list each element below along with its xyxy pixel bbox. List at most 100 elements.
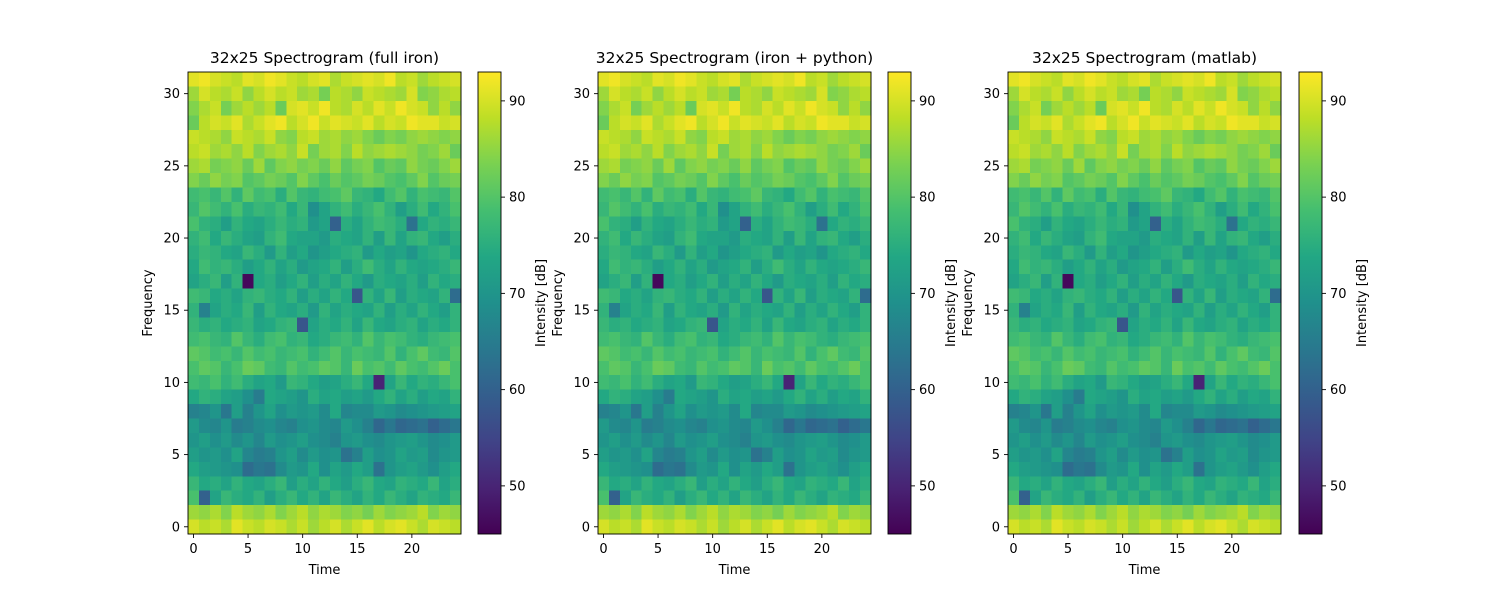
heatmap-cell — [652, 432, 664, 448]
heatmap-cell — [608, 129, 621, 145]
heatmap-cell — [849, 303, 861, 318]
heatmap-cell — [450, 418, 462, 434]
heatmap-cell — [1018, 288, 1031, 304]
heatmap-cell — [707, 173, 719, 188]
colorbar-tick-label: 60 — [509, 383, 526, 398]
heatmap-cell — [783, 404, 795, 419]
heatmap-cell — [598, 245, 610, 261]
heatmap-cell — [1106, 259, 1118, 275]
heatmap-cell — [641, 303, 653, 318]
heatmap-cell — [598, 129, 610, 145]
heatmap-cell — [696, 519, 708, 535]
heatmap-cell — [297, 259, 309, 275]
heatmap-cell — [685, 173, 697, 188]
heatmap-cell — [417, 187, 429, 203]
heatmap-cell — [816, 447, 828, 463]
heatmap-cell — [286, 461, 298, 477]
heatmap-cell — [739, 461, 752, 477]
heatmap-cell — [417, 389, 429, 405]
heatmap-cell — [1149, 418, 1162, 434]
heatmap-cell — [329, 129, 342, 145]
heatmap-cell — [264, 201, 276, 217]
heatmap-cell — [406, 288, 418, 304]
heatmap-cell — [1193, 245, 1205, 261]
heatmap-cell — [663, 187, 675, 203]
heatmap-cell — [384, 317, 396, 333]
heatmap-cell — [794, 115, 806, 131]
heatmap-cell — [1259, 245, 1271, 261]
heatmap-cell — [329, 230, 342, 246]
colorbar — [477, 71, 502, 535]
heatmap-cell — [450, 144, 462, 160]
x-tick-label: 5 — [244, 542, 252, 557]
heatmap-cell — [772, 144, 785, 160]
heatmap-cell — [696, 303, 708, 318]
heatmap-cell — [242, 288, 254, 304]
y-tick-label: 15 — [983, 304, 1000, 319]
heatmap-cell — [1106, 158, 1118, 174]
heatmap-cell — [619, 173, 632, 188]
heatmap-cell — [1259, 100, 1271, 116]
heatmap-cell — [641, 129, 653, 145]
heatmap-cell — [428, 432, 440, 448]
heatmap-cell — [761, 158, 774, 174]
heatmap-cell — [838, 129, 850, 145]
heatmap-cell — [1248, 505, 1260, 520]
heatmap-cell — [1215, 360, 1227, 376]
heatmap-cell — [1040, 389, 1053, 405]
heatmap-cell — [1128, 173, 1140, 188]
heatmap-cell — [1117, 375, 1129, 391]
heatmap-cell — [1160, 476, 1173, 492]
heatmap-cell — [1029, 216, 1042, 232]
heatmap-cell — [718, 505, 730, 520]
heatmap-cell — [761, 476, 774, 492]
heatmap-cell — [406, 72, 418, 87]
heatmap-cell — [1160, 505, 1173, 520]
heatmap-cell — [373, 375, 385, 391]
heatmap-cell — [286, 245, 298, 261]
heatmap-cell — [1259, 158, 1271, 174]
heatmap-cell — [729, 331, 741, 347]
heatmap-cell — [406, 115, 418, 131]
heatmap-cell — [619, 375, 632, 391]
heatmap-cell — [783, 245, 795, 261]
heatmap-cell — [1259, 216, 1271, 232]
heatmap-cell — [761, 346, 774, 362]
heatmap-cell — [1029, 173, 1042, 188]
heatmap-cell — [761, 389, 774, 405]
heatmap-cell — [729, 375, 741, 391]
heatmap-cell — [1062, 245, 1074, 261]
heatmap-cell — [641, 274, 653, 289]
heatmap-cell — [772, 476, 785, 492]
heatmap-cell — [674, 418, 686, 434]
heatmap-cell — [1193, 519, 1205, 535]
heatmap-cell — [1248, 230, 1260, 246]
heatmap-cell — [1270, 86, 1282, 102]
heatmap-cell — [1073, 245, 1085, 261]
heatmap-cell — [598, 331, 610, 347]
heatmap-cell — [275, 86, 287, 102]
heatmap-cell — [439, 158, 451, 174]
y-axis-label: Frequency — [551, 269, 566, 336]
heatmap-cell — [319, 230, 331, 246]
heatmap-cell — [1215, 346, 1227, 362]
heatmap-cell — [286, 360, 298, 376]
heatmap-cell — [1270, 201, 1282, 217]
heatmap-cell — [860, 72, 872, 87]
heatmap-cell — [849, 346, 861, 362]
heatmap-cell — [1182, 288, 1195, 304]
y-axis-label: Frequency — [141, 269, 156, 336]
heatmap-cell — [1139, 144, 1151, 160]
heatmap-cell — [1051, 447, 1063, 463]
heatmap-cell — [253, 346, 265, 362]
heatmap-cell — [674, 375, 686, 391]
heatmap-cell — [450, 173, 462, 188]
heatmap-cell — [1062, 288, 1074, 304]
heatmap-cell — [1095, 418, 1107, 434]
heatmap-cell — [231, 490, 243, 506]
heatmap-cell — [1029, 86, 1042, 102]
heatmap-cell — [619, 476, 632, 492]
heatmap-cell — [329, 158, 342, 174]
heatmap-cell — [198, 115, 211, 131]
chart-title: 32x25 Spectrogram (iron + python) — [596, 49, 873, 67]
